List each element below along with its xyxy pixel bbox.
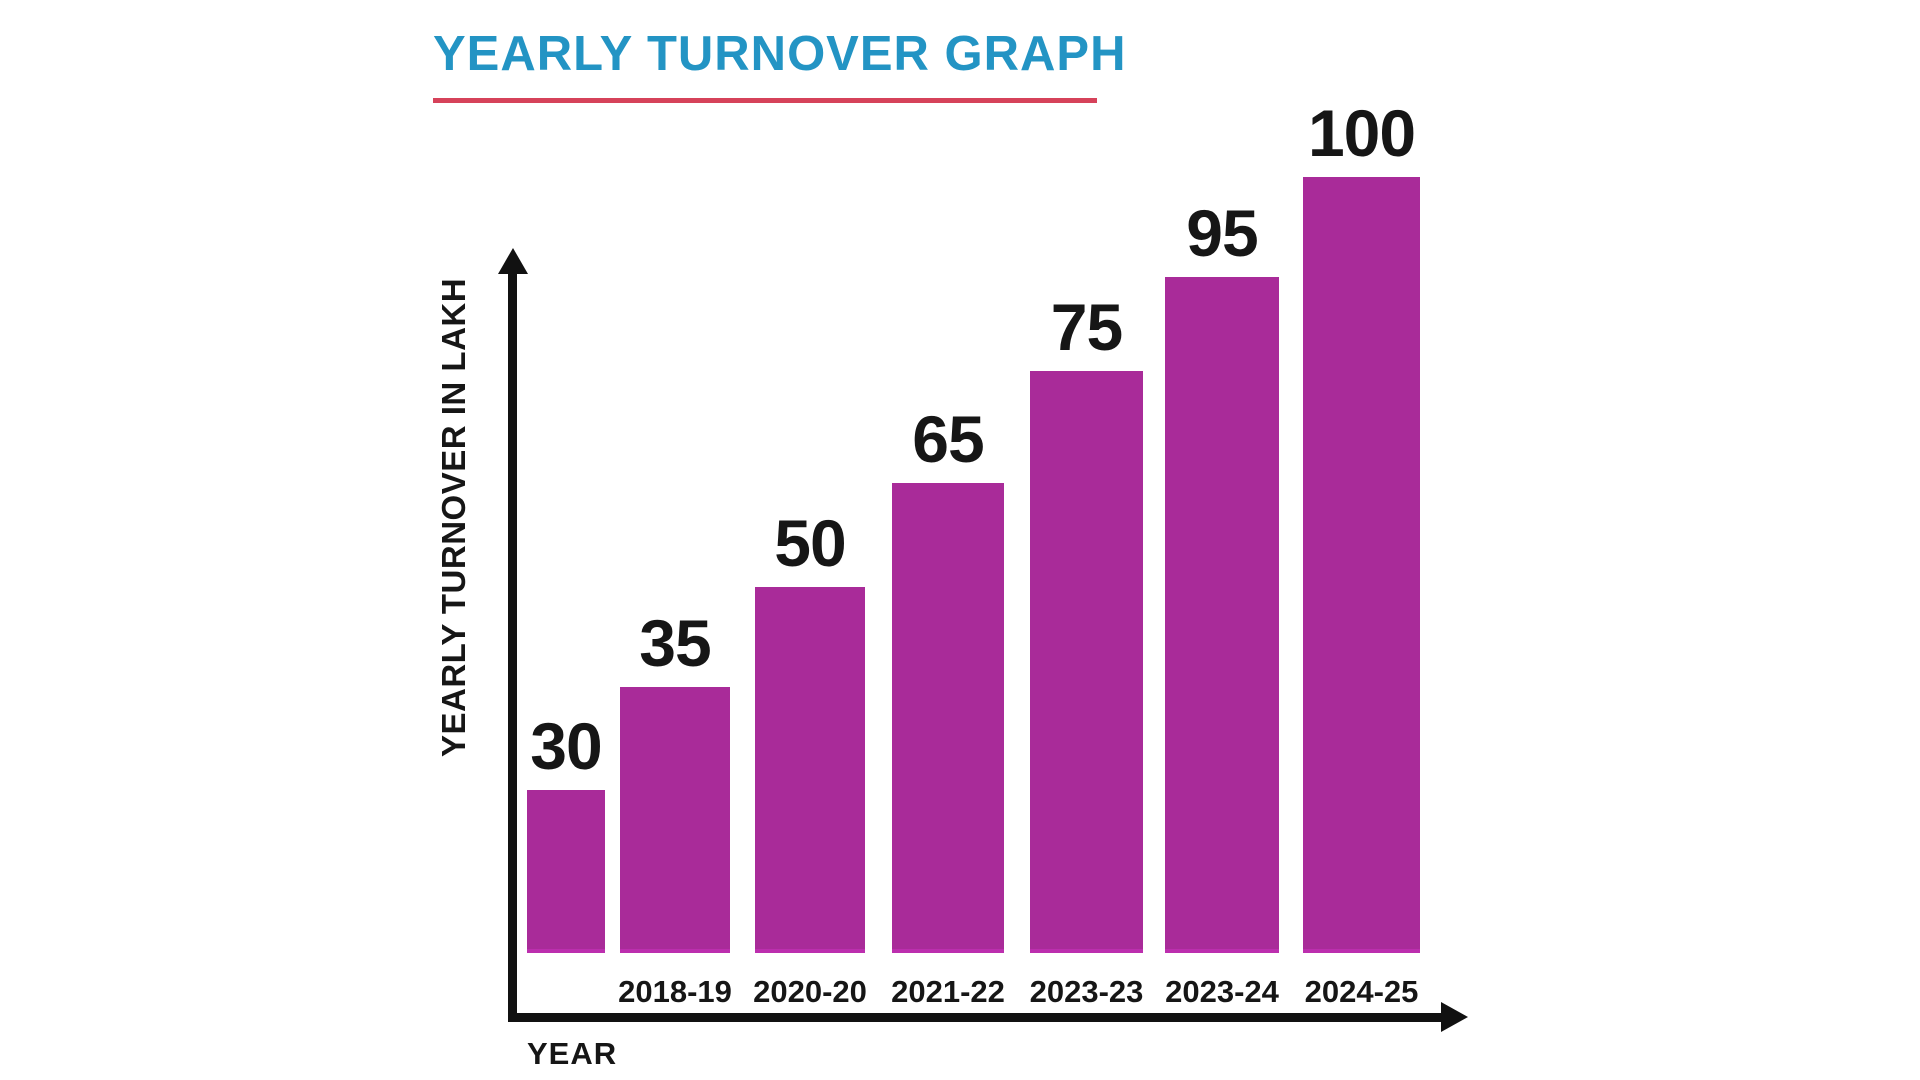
bar-value-label: 95 <box>1186 196 1258 270</box>
bar <box>527 790 605 953</box>
x-tick-label: 2021-22 <box>891 974 1005 1009</box>
bar-value-label: 50 <box>774 506 846 580</box>
bar <box>1303 177 1420 953</box>
y-axis-line <box>508 262 517 1022</box>
x-axis-label: YEAR <box>527 1036 618 1071</box>
x-tick-label: 2024-25 <box>1304 974 1419 1009</box>
x-axis-arrowhead-icon <box>1441 1002 1468 1032</box>
bar <box>620 687 730 953</box>
x-tick-label: 2018-19 <box>618 974 732 1009</box>
x-tick-label: 2023-24 <box>1165 974 1279 1009</box>
bar-value-label: 35 <box>639 606 711 680</box>
x-tick-label: 2023-23 <box>1029 974 1144 1009</box>
title-underline <box>433 98 1097 103</box>
x-tick-label: 2020-20 <box>753 974 867 1009</box>
bar-value-label: 65 <box>912 402 984 476</box>
bar-value-label: 30 <box>530 709 602 783</box>
bar <box>1165 277 1279 953</box>
chart-title: YEARLY TURNOVER GRAPH <box>433 27 1127 81</box>
bar-value-label: 75 <box>1050 290 1123 364</box>
x-axis-line <box>508 1013 1445 1022</box>
bar <box>892 483 1004 953</box>
y-axis-arrowhead-icon <box>498 248 528 274</box>
bar <box>1030 371 1143 953</box>
bar-value-label: 100 <box>1307 96 1416 170</box>
bar <box>755 587 865 953</box>
y-axis-label: YEARLY TURNOVER IN LAKH <box>435 277 472 757</box>
